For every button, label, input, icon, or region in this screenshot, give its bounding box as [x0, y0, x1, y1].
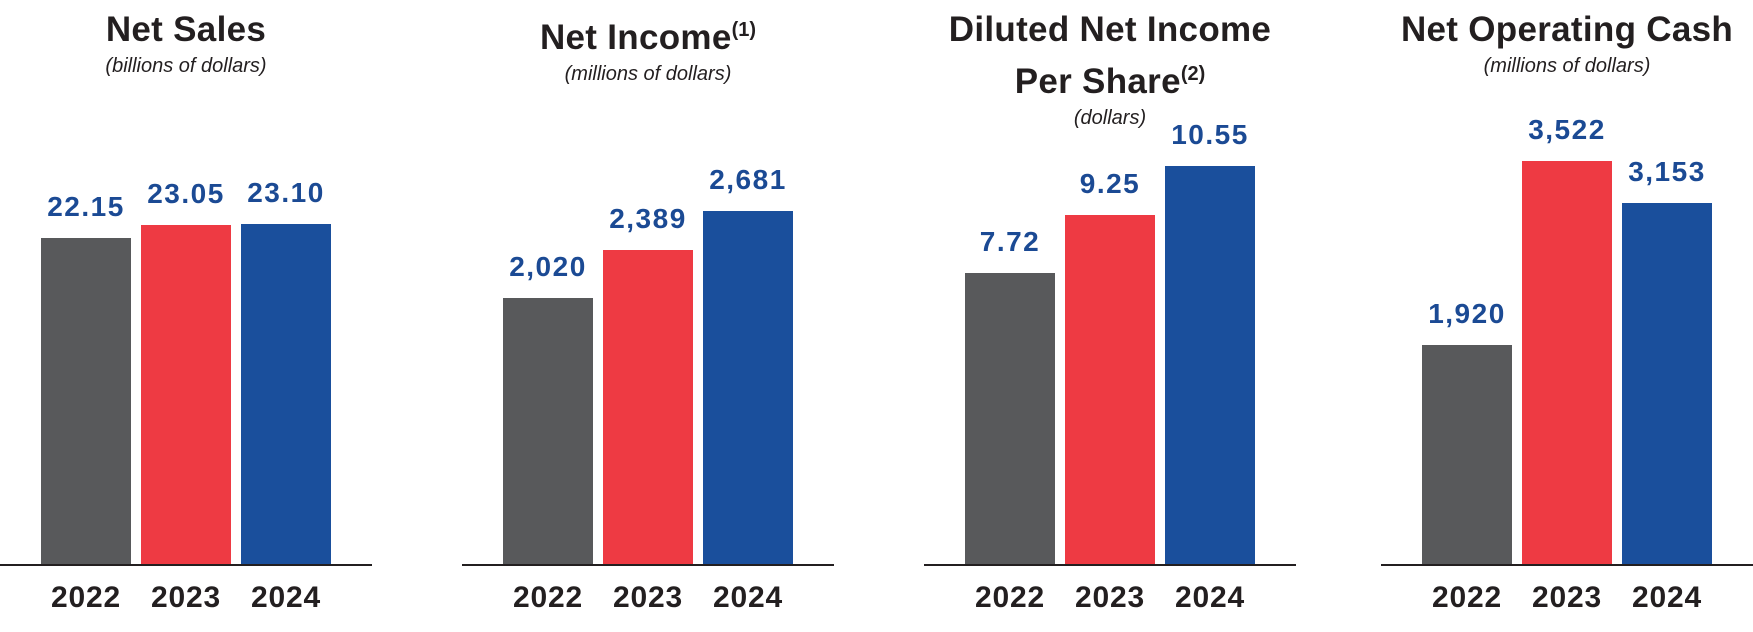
x-axis-label-2022: 2022	[975, 581, 1045, 614]
bar-group-2023: 23.05	[141, 179, 231, 565]
chart-panel-net-income: Net Income(1) (millions of dollars) 2,020 2…	[462, 0, 834, 632]
bar-2023	[603, 250, 693, 565]
bar-value-label: 7.72	[979, 226, 1041, 257]
bar-value-label: 2,020	[509, 251, 587, 282]
x-axis-label-2022: 2022	[51, 581, 121, 614]
bar-value-label: 2,389	[609, 203, 687, 234]
x-axis-label-2022: 2022	[1432, 581, 1502, 614]
chart-panel-net-operating-cash: Net Operating Cash (millions of dollars) 1…	[1381, 0, 1753, 632]
chart-title-footnote-marker: (1)	[731, 19, 757, 41]
bar-value-label: 3,153	[1628, 156, 1706, 187]
x-axis-labels: 2022 2023 2024	[462, 581, 834, 615]
x-axis-label-2024: 2024	[1175, 581, 1245, 614]
bar-2024	[703, 211, 793, 565]
x-axis-line	[1381, 564, 1753, 566]
bars-row: 1,920 3,522 3,153	[1381, 115, 1753, 565]
x-axis-labels: 2022 2023 2024	[0, 581, 372, 615]
chart-title-block: Diluted Net Income Per Share(2) (dollars)	[894, 8, 1326, 131]
x-axis-label-2023: 2023	[1532, 581, 1602, 614]
bar-group-2024: 2,681	[703, 165, 793, 565]
bar-2022	[503, 298, 593, 565]
chart-title-line2-text: Per Share	[1014, 62, 1181, 101]
bar-group-2023: 9.25	[1065, 169, 1155, 565]
chart-subtitle: (dollars)	[1073, 107, 1147, 129]
x-axis-label-2024: 2024	[713, 581, 783, 614]
bars-row: 7.72 9.25 10.55	[924, 120, 1296, 565]
chart-title-text: Net Sales	[105, 10, 267, 49]
chart-title-block: Net Sales (billions of dollars)	[0, 8, 402, 79]
bar-group-2022: 7.72	[965, 227, 1055, 565]
chart-subtitle: (billions of dollars)	[105, 55, 267, 77]
bar-2023	[1522, 161, 1612, 565]
chart-title-block: Net Operating Cash (millions of dollars)	[1351, 8, 1753, 79]
x-axis-line	[924, 564, 1296, 566]
x-axis-label-2023: 2023	[1075, 581, 1145, 614]
bar-2024	[241, 224, 331, 565]
bar-group-2024: 23.10	[241, 178, 331, 565]
bar-value-label: 2,681	[709, 164, 787, 195]
bar-group-2024: 3,153	[1622, 157, 1712, 565]
chart-title: Net Operating Cash	[1351, 8, 1753, 52]
bar-value-label: 23.05	[147, 178, 225, 209]
x-axis-label-2024: 2024	[251, 581, 321, 614]
chart-panel-net-sales: Net Sales (billions of dollars) 22.15 23.05…	[0, 0, 372, 632]
chart-panel-diluted-net-income-per-share: Diluted Net Income Per Share(2) (dollars) 7…	[924, 0, 1296, 632]
bar-group-2023: 2,389	[603, 204, 693, 565]
bars-row: 2,020 2,389 2,681	[462, 165, 834, 565]
bar-value-label: 9.25	[1079, 168, 1141, 199]
x-axis-line	[0, 564, 372, 566]
bar-2024	[1622, 203, 1712, 565]
x-axis-label-2022: 2022	[513, 581, 583, 614]
bar-2024	[1165, 166, 1255, 565]
bar-2022	[965, 273, 1055, 565]
chart-title-footnote-marker: (2)	[1180, 63, 1206, 85]
chart-title-text: Diluted Net Income	[948, 10, 1272, 49]
x-axis-label-2024: 2024	[1632, 581, 1702, 614]
bar-group-2022: 1,920	[1422, 299, 1512, 565]
chart-title-block: Net Income(1) (millions of dollars)	[432, 8, 864, 87]
bar-2023	[141, 225, 231, 565]
bar-value-label: 22.15	[47, 191, 125, 222]
chart-title-text: Net Operating Cash	[1400, 10, 1734, 49]
chart-subtitle: (millions of dollars)	[564, 63, 732, 85]
bar-group-2024: 10.55	[1165, 120, 1255, 565]
bar-value-label: 3,522	[1528, 114, 1606, 145]
bar-2023	[1065, 215, 1155, 565]
bar-group-2023: 3,522	[1522, 115, 1612, 565]
bar-group-2022: 2,020	[503, 252, 593, 565]
bars-row: 22.15 23.05 23.10	[0, 178, 372, 565]
chart-title-text: Net Income	[539, 18, 732, 57]
chart-title-line2: Per Share(2)	[894, 52, 1326, 104]
chart-subtitle: (millions of dollars)	[1483, 55, 1651, 77]
bar-2022	[1422, 345, 1512, 565]
bar-value-label: 10.55	[1171, 119, 1249, 150]
x-axis-labels: 2022 2023 2024	[1381, 581, 1753, 615]
bar-value-label: 23.10	[247, 177, 325, 208]
x-axis-label-2023: 2023	[613, 581, 683, 614]
x-axis-label-2023: 2023	[151, 581, 221, 614]
chart-title: Diluted Net Income	[894, 8, 1326, 52]
x-axis-labels: 2022 2023 2024	[924, 581, 1296, 615]
x-axis-line	[462, 564, 834, 566]
bar-group-2022: 22.15	[41, 192, 131, 565]
bar-2022	[41, 238, 131, 565]
chart-title: Net Sales	[0, 8, 402, 52]
chart-title: Net Income(1)	[432, 8, 864, 60]
bar-value-label: 1,920	[1428, 298, 1506, 329]
